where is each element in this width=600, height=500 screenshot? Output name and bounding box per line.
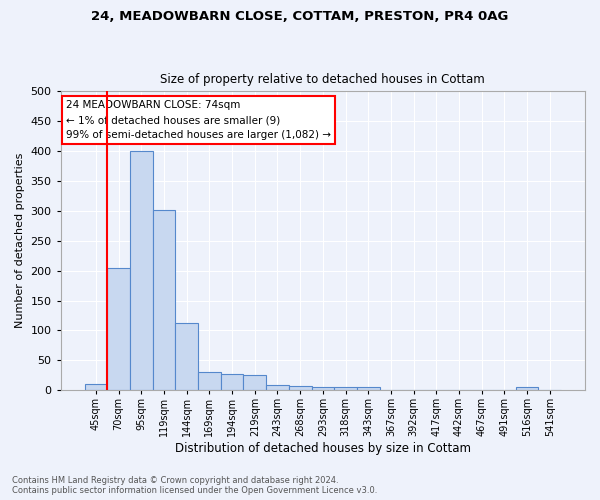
Text: Contains HM Land Registry data © Crown copyright and database right 2024.
Contai: Contains HM Land Registry data © Crown c…	[12, 476, 377, 495]
Bar	[266, 386, 289, 390]
Bar	[311, 388, 334, 390]
Bar	[334, 388, 357, 390]
Bar	[289, 386, 311, 390]
Bar	[152, 210, 175, 390]
Bar	[516, 388, 538, 390]
Bar	[85, 384, 107, 390]
Bar	[107, 268, 130, 390]
Text: 24 MEADOWBARN CLOSE: 74sqm
← 1% of detached houses are smaller (9)
99% of semi-d: 24 MEADOWBARN CLOSE: 74sqm ← 1% of detac…	[66, 100, 331, 140]
Bar	[221, 374, 244, 390]
Bar	[130, 151, 152, 390]
Title: Size of property relative to detached houses in Cottam: Size of property relative to detached ho…	[160, 73, 485, 86]
X-axis label: Distribution of detached houses by size in Cottam: Distribution of detached houses by size …	[175, 442, 471, 455]
Text: 24, MEADOWBARN CLOSE, COTTAM, PRESTON, PR4 0AG: 24, MEADOWBARN CLOSE, COTTAM, PRESTON, P…	[91, 10, 509, 23]
Bar	[198, 372, 221, 390]
Bar	[175, 322, 198, 390]
Y-axis label: Number of detached properties: Number of detached properties	[15, 153, 25, 328]
Bar	[244, 376, 266, 390]
Bar	[357, 388, 380, 390]
